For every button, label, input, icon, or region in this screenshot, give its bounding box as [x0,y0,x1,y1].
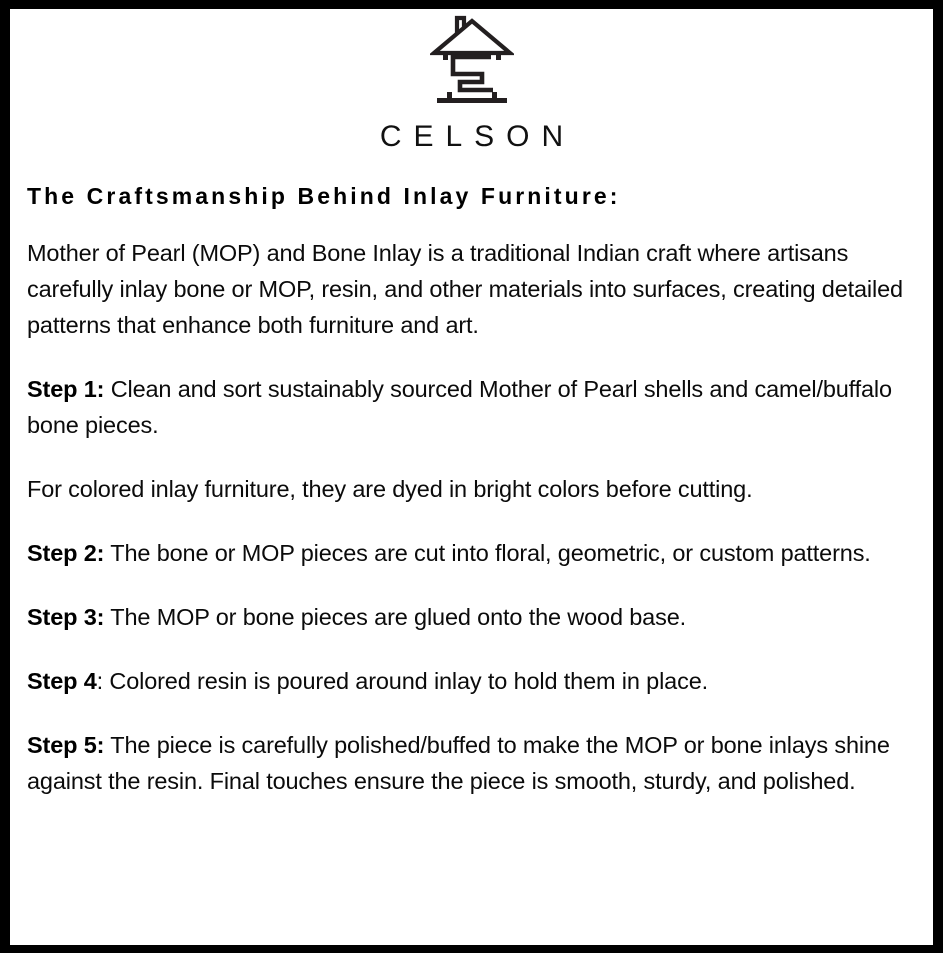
step-2-label: Step 2: [27,539,105,566]
colored-note-text: For colored inlay furniture, they are dy… [27,475,753,502]
paragraph-step-1: Step 1: Clean and sort sustainably sourc… [27,371,915,443]
step-5-label: Step 5: [27,731,105,758]
step-1-text: Clean and sort sustainably sourced Mothe… [27,375,892,438]
step-4-text: Colored resin is poured around inlay to … [103,667,708,694]
step-1-label: Step 1: [27,375,105,402]
step-2-text: The bone or MOP pieces are cut into flor… [104,539,871,566]
paragraph-intro: Mother of Pearl (MOP) and Bone Inlay is … [27,235,915,343]
paragraph-step-3: Step 3: The MOP or bone pieces are glued… [27,599,915,635]
brand-wordmark: CELSON [379,120,576,153]
step-4-colon: : [96,667,104,694]
intro-text: Mother of Pearl (MOP) and Bone Inlay is … [27,239,903,338]
paragraph-step-5: Step 5: The piece is carefully polished/… [27,727,915,799]
step-3-label: Step 3: [27,603,105,630]
step-4-label: Step 4 [27,667,97,694]
step-5-text: The piece is carefully polished/buffed t… [27,731,890,794]
page-title: The Craftsmanship Behind Inlay Furniture… [27,183,621,209]
body-content: Mother of Pearl (MOP) and Bone Inlay is … [27,211,915,799]
paragraph-step-2: Step 2: The bone or MOP pieces are cut i… [27,535,915,571]
step-3-text: The MOP or bone pieces are glued onto th… [104,603,686,630]
poster-sheet: CELSON The Craftsmanship Behind Inlay Fu… [10,9,933,945]
brand-block: CELSON [17,9,926,152]
house-monogram-logo-icon [429,15,514,103]
paragraph-colored-note: For colored inlay furniture, they are dy… [27,471,915,507]
paragraph-step-4: Step 4: Colored resin is poured around i… [27,663,915,699]
